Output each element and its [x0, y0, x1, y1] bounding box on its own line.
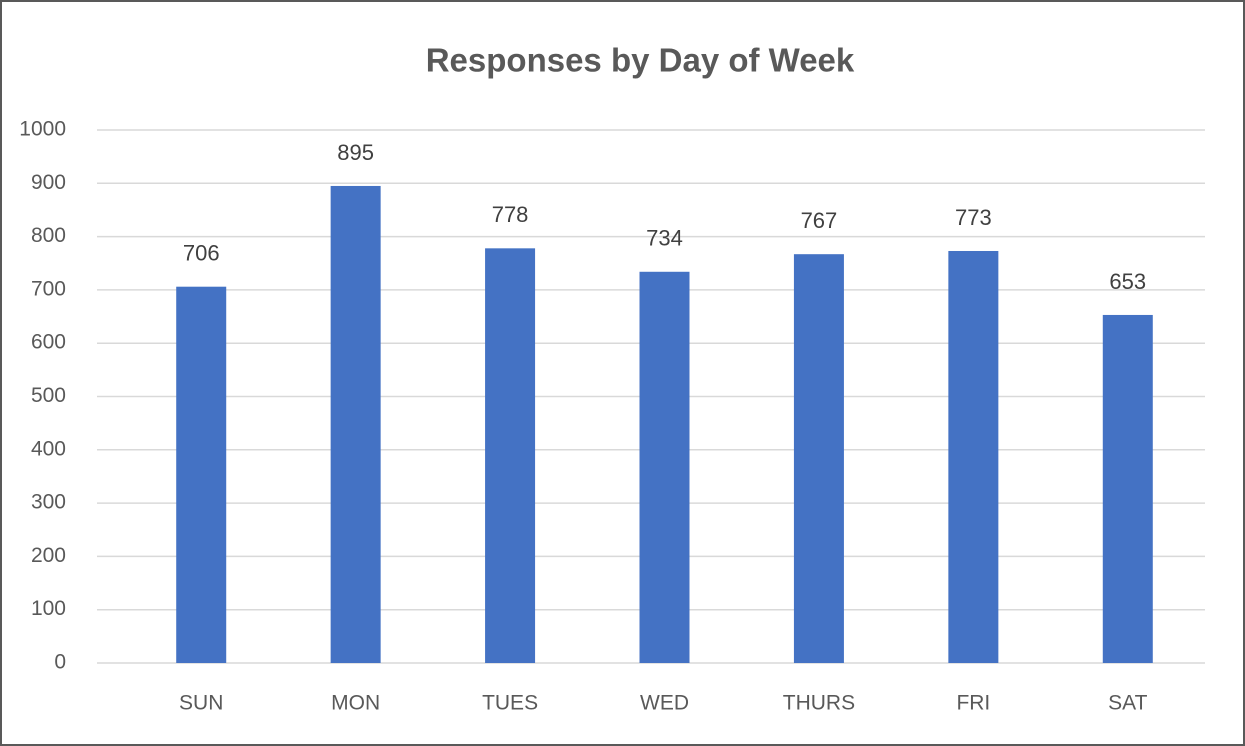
data-label: 653 [1109, 269, 1146, 294]
y-tick-label: 800 [31, 224, 66, 247]
bar [948, 250, 999, 663]
x-tick-label: SUN [179, 692, 223, 715]
y-tick-label: 900 [31, 171, 66, 194]
x-tick-label: TUES [482, 692, 538, 715]
data-label: 734 [646, 226, 683, 251]
y-tick-label: 700 [31, 277, 66, 300]
bar [1102, 314, 1153, 663]
y-tick-label: 500 [31, 384, 66, 407]
data-label: 895 [337, 140, 374, 165]
y-tick-label: 100 [31, 597, 66, 620]
bar [793, 254, 844, 663]
x-tick-label: MON [331, 692, 380, 715]
x-tick-label: WED [640, 692, 689, 715]
y-tick-label: 0 [54, 651, 66, 674]
data-label: 767 [801, 208, 838, 233]
x-tick-label: THURS [783, 692, 855, 715]
data-label: 773 [955, 205, 992, 230]
data-label: 706 [183, 241, 220, 266]
y-tick-label: 600 [31, 331, 66, 354]
x-tick-label: SAT [1108, 692, 1147, 715]
data-label: 778 [492, 202, 529, 227]
y-tick-label: 1000 [19, 118, 66, 141]
x-tick-label: FRI [956, 692, 990, 715]
chart-title: Responses by Day of Week [426, 42, 855, 79]
bar [639, 271, 690, 663]
bar [485, 248, 536, 664]
y-tick-label: 400 [31, 437, 66, 460]
bar [176, 286, 227, 663]
y-tick-label: 300 [31, 491, 66, 514]
bar [330, 185, 381, 663]
y-tick-label: 200 [31, 544, 66, 567]
